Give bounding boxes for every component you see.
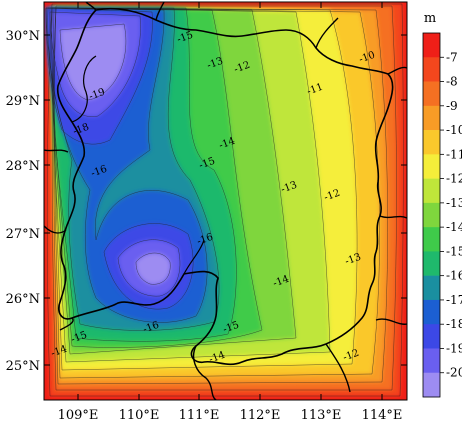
contour-label: -18 — [72, 122, 91, 138]
colorbar-swatch — [423, 33, 440, 58]
colorbar-swatch — [423, 154, 440, 179]
colorbar-swatch — [423, 299, 440, 325]
colorbar-tick-label: -11 — [446, 147, 462, 161]
contour-label: -12 — [233, 60, 252, 76]
map-frame — [43, 1, 408, 401]
isoline-4 — [53, 7, 358, 371]
colorbar: m -7 -8 -9 -10 -11 -12 -13 -14 -15 -16 -17 -18 -19 -2… — [422, 11, 462, 398]
colorbar-tick-label: -12 — [446, 172, 462, 186]
colorbar-swatch — [423, 251, 440, 276]
contour-label: -13 — [206, 56, 225, 72]
longitude-axis: 109°E 110°E 111°E 112°E 113°E 114°E — [58, 2, 403, 423]
lon-label: 113°E — [301, 408, 342, 423]
colorbar-tick-label: -18 — [446, 317, 462, 331]
colorbar-tick-label: -15 — [446, 244, 462, 258]
contour-isolines — [45, 3, 404, 397]
colorbar-tick-label: -20 — [446, 366, 462, 380]
isoline-10 — [45, 7, 208, 323]
isoline-1 — [51, 5, 397, 391]
colorbar-swatch — [423, 275, 440, 301]
map-plot-area: -15-13 -12-10-11-19-18-16-14-15-13-12-16-… — [43, 1, 408, 401]
colorbar-tick-label: -19 — [446, 341, 462, 355]
colorbar-unit: m — [424, 11, 436, 26]
colorbar-swatch — [423, 130, 440, 155]
colorbar-swatch — [423, 105, 440, 131]
lat-label: 28°N — [6, 159, 40, 174]
lat-label: 27°N — [6, 227, 40, 242]
colorbar-frame — [422, 32, 441, 398]
contour-label: -15 — [176, 30, 195, 46]
colorbar-tick-label: -13 — [446, 196, 462, 210]
neighbor-border — [44, 2, 407, 400]
isoline-9 — [47, 7, 220, 331]
colorbar-tick-label: -10 — [446, 123, 462, 137]
isoline-0 — [46, 3, 404, 397]
contour-label: -16 — [90, 164, 109, 180]
latitude-axis: 30°N 29°N 28°N 27°N 26°N 25°N — [6, 29, 407, 374]
province-boundary — [56, 7, 394, 366]
contour-label: -14 — [218, 136, 237, 152]
contour-label: -13 — [344, 252, 363, 268]
contour-label: -13 — [280, 180, 299, 196]
isoline-8 — [49, 7, 237, 342]
colorbar-swatch — [423, 57, 440, 82]
contour-label: -14 — [208, 350, 227, 366]
colorbar-swatch — [423, 227, 440, 252]
lon-label: 114°E — [362, 408, 403, 423]
lat-label: 26°N — [6, 292, 40, 307]
colorbar-swatches — [423, 33, 440, 398]
colorbar-swatch — [423, 178, 440, 204]
colorbar-swatch — [423, 324, 440, 349]
colorbar-tick-label: -14 — [446, 220, 462, 234]
colorbar-tick-label: -9 — [446, 99, 458, 113]
contour-label: -15 — [222, 320, 241, 336]
contour-label: -14 — [50, 344, 69, 360]
contour-labels: -15-13 -12-10-11-19-18-16-14-15-13-12-16-… — [50, 30, 377, 366]
lon-label: 110°E — [119, 408, 160, 423]
lat-label: 30°N — [6, 29, 40, 44]
contour-label: -14 — [272, 274, 291, 290]
fill-level-13 — [60, 24, 171, 285]
colorbar-swatch — [423, 202, 440, 228]
contour-label: -11 — [306, 82, 325, 98]
contour-label: -12 — [342, 348, 361, 364]
contour-label: -10 — [358, 50, 377, 66]
colorbar-tick-label: -8 — [446, 75, 458, 89]
isoline-5 — [51, 7, 331, 363]
internal-border — [71, 55, 205, 275]
colorbar-tick-label: -17 — [446, 293, 462, 307]
contour-label: -12 — [323, 188, 342, 204]
contour-label: -15 — [70, 330, 89, 346]
contour-label: -15 — [198, 156, 217, 172]
lon-label: 109°E — [58, 408, 99, 423]
isoline-11 — [45, 7, 194, 310]
colorbar-tick-label: -16 — [446, 269, 462, 283]
contour-label: -16 — [142, 320, 161, 336]
lat-label: 29°N — [6, 94, 40, 109]
isoline-2 — [53, 7, 388, 385]
colorbar-tick-labels: -7 -8 -9 -10 -11 -12 -13 -14 -15 -16 -17 -18 -19 -20 — [440, 50, 462, 380]
contour-fills — [44, 2, 407, 400]
lat-label: 25°N — [6, 359, 40, 374]
colorbar-swatch — [423, 348, 440, 374]
colorbar-swatch — [423, 372, 440, 398]
contour-label: -16 — [196, 232, 215, 248]
lon-label: 111°E — [179, 408, 220, 423]
colorbar-swatch — [423, 81, 440, 107]
contour-label: -19 — [88, 87, 107, 103]
colorbar-tick-label: -7 — [446, 50, 458, 64]
lon-label: 112°E — [240, 408, 281, 423]
